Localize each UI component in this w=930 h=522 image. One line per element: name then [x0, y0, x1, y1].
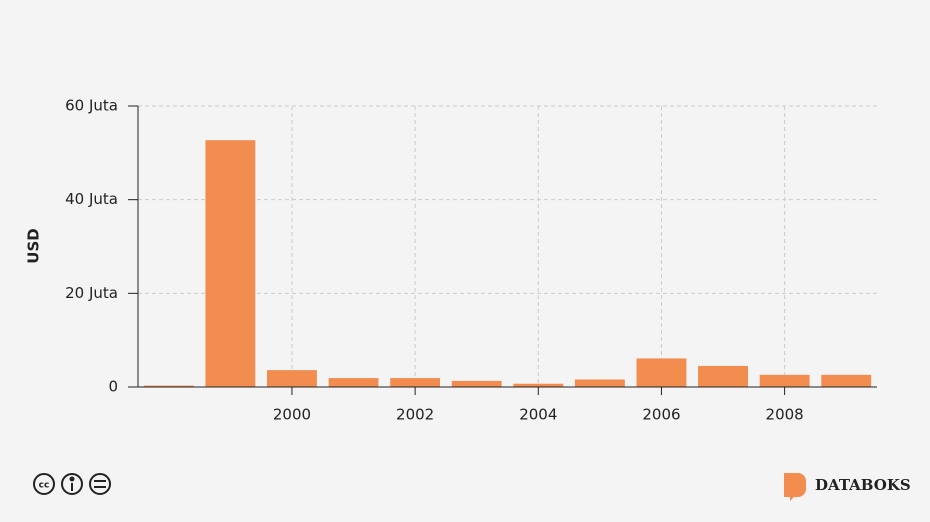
y-axis-label: USD	[25, 228, 43, 263]
bar	[513, 383, 564, 387]
bar	[267, 370, 317, 387]
bar	[821, 374, 872, 387]
bar	[143, 385, 194, 387]
bar	[328, 378, 379, 387]
y-tick-label: 60 Juta	[65, 97, 118, 115]
license-icons	[33, 473, 111, 495]
x-tick-label: 2004	[519, 406, 557, 424]
x-tick-label: 2000	[273, 406, 311, 424]
brand-logo	[784, 473, 806, 501]
bar	[698, 365, 748, 387]
y-tick-label: 20 Juta	[65, 284, 118, 302]
x-tick-label: 2008	[766, 406, 804, 424]
bar	[759, 374, 810, 387]
bar	[636, 358, 687, 387]
bar	[574, 379, 625, 387]
cc-icon: cc	[39, 481, 50, 491]
x-tick-label: 2002	[396, 406, 434, 424]
x-tick-label: 2006	[642, 406, 680, 424]
bar	[451, 380, 502, 387]
y-tick-label: 40 Juta	[65, 190, 118, 208]
brand-name: DATABOKS	[815, 476, 911, 494]
y-tick-label: 0	[108, 378, 118, 396]
bar	[205, 140, 256, 387]
bar	[390, 378, 441, 387]
